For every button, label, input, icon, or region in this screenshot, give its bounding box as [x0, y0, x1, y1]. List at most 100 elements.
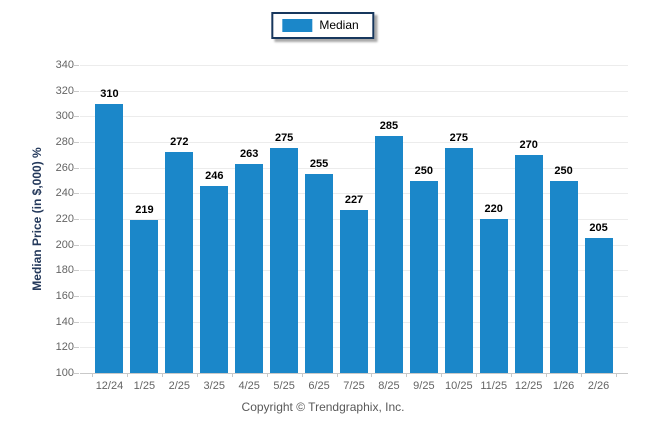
x-tick-mark: [616, 373, 617, 377]
y-tick-mark: [73, 321, 79, 323]
bar-value-label: 205: [589, 222, 608, 235]
x-tick-label: 10/25: [445, 380, 473, 392]
y-tick-label: 180: [55, 264, 74, 277]
y-tick-label: 100: [55, 367, 74, 379]
bar-value-label: 275: [449, 132, 468, 145]
y-tick-mark: [73, 296, 79, 297]
bar-1/25: [130, 220, 159, 373]
gridline: [80, 90, 628, 92]
y-tick-mark: [73, 193, 79, 195]
y-tick-label: 240: [55, 187, 74, 200]
bar-value-label: 285: [379, 119, 399, 132]
bar-8/25: [374, 135, 403, 373]
x-tick-label: 1/26: [552, 380, 575, 392]
bar-value-label: 263: [240, 147, 259, 160]
x-tick-label: 8/25: [378, 380, 400, 392]
legend: Median: [271, 12, 375, 39]
bar-7/25: [340, 210, 368, 373]
x-tick-mark: [161, 373, 163, 377]
y-tick-mark: [73, 244, 79, 246]
bar-value-label: 275: [274, 132, 294, 145]
bar-4/25: [235, 163, 264, 373]
x-tick-mark: [196, 373, 198, 377]
plot-area: 310 12/24 219 1/25 272 2/25 246 3/25 263 4/25 275 5…: [80, 65, 628, 392]
x-tick-mark: [231, 373, 233, 377]
y-tick-mark: [73, 373, 79, 374]
x-tick-mark: [336, 373, 338, 377]
bar-6/25: [305, 174, 334, 373]
x-tick-label: 9/25: [413, 380, 435, 392]
bar-5/25: [270, 148, 299, 373]
bar-value-label: 219: [135, 204, 154, 217]
y-tick-mark: [73, 270, 79, 272]
copyright-text: Copyright © Trendgraphix, Inc.: [241, 400, 405, 414]
y-tick-label: 220: [55, 213, 74, 225]
x-tick-mark: [301, 373, 303, 377]
x-tick-label: 6/25: [308, 380, 330, 392]
y-tick-label: 280: [55, 136, 74, 148]
x-tick-label: 2/26: [587, 380, 610, 392]
bar-3/25: [200, 185, 229, 373]
bar-value-label: 227: [344, 194, 364, 207]
y-tick-label: 340: [55, 59, 74, 71]
y-tick-mark: [73, 65, 79, 66]
x-tick-label: 4/25: [238, 380, 260, 392]
legend-label-median: Median: [319, 18, 359, 32]
y-tick-label: 160: [55, 290, 74, 302]
bar-value-label: 310: [100, 87, 119, 100]
bar-value-label: 220: [484, 203, 503, 215]
bar-12/25: [514, 154, 543, 373]
y-tick-label: 140: [55, 315, 74, 328]
x-tick-label: 12/25: [514, 380, 543, 392]
bar-2/26: [584, 238, 613, 373]
x-tick-label: 1/25: [133, 380, 156, 392]
bar-value-label: 255: [309, 158, 329, 171]
x-tick-label: 2/25: [168, 380, 191, 392]
bar-2/25: [165, 152, 194, 373]
bar-10/25: [444, 148, 473, 373]
bar-value-label: 250: [554, 164, 573, 177]
y-tick-label: 300: [55, 110, 74, 123]
bar-11/25: [479, 219, 508, 373]
bar-value-label: 272: [170, 136, 189, 149]
x-tick-mark: [126, 373, 128, 377]
x-tick-mark: [92, 373, 93, 377]
y-tick-mark: [73, 90, 79, 92]
gridline: [80, 116, 628, 118]
y-tick-mark: [73, 142, 79, 143]
x-tick-mark: [406, 373, 408, 377]
x-tick-mark: [476, 373, 478, 377]
x-tick-label: 5/25: [273, 380, 295, 392]
y-tick-mark: [73, 347, 79, 349]
x-tick-mark: [266, 373, 268, 377]
x-tick-label: 7/25: [343, 380, 365, 392]
bar-value-label: 246: [205, 169, 224, 182]
bar-value-label: 250: [414, 164, 434, 177]
y-tick-label: 320: [55, 84, 74, 97]
gridline: [80, 142, 628, 143]
gridline: [80, 167, 628, 169]
bar-value-label: 270: [519, 138, 538, 151]
y-tick-mark: [73, 219, 79, 220]
y-tick-label: 260: [55, 161, 74, 174]
x-tick-label: 12/24: [95, 380, 124, 392]
legend-swatch-median: [282, 19, 313, 32]
bar-1/26: [549, 180, 578, 373]
x-tick-mark: [581, 373, 583, 377]
x-tick-label: 3/25: [203, 380, 225, 392]
gridline: [80, 193, 628, 195]
bar-12/24: [95, 103, 124, 373]
y-tick-mark: [73, 167, 79, 169]
x-tick-mark: [511, 373, 513, 377]
y-tick-label: 200: [55, 238, 74, 251]
x-tick-mark: [371, 373, 373, 377]
y-tick-mark: [73, 116, 79, 118]
x-tick-mark: [546, 373, 548, 377]
x-tick-mark: [441, 373, 443, 377]
y-tick-label: 120: [55, 341, 74, 354]
bar-9/25: [409, 180, 438, 373]
gridline: [80, 65, 628, 66]
x-tick-label: 11/25: [480, 380, 508, 392]
x-axis-line: [80, 373, 628, 374]
